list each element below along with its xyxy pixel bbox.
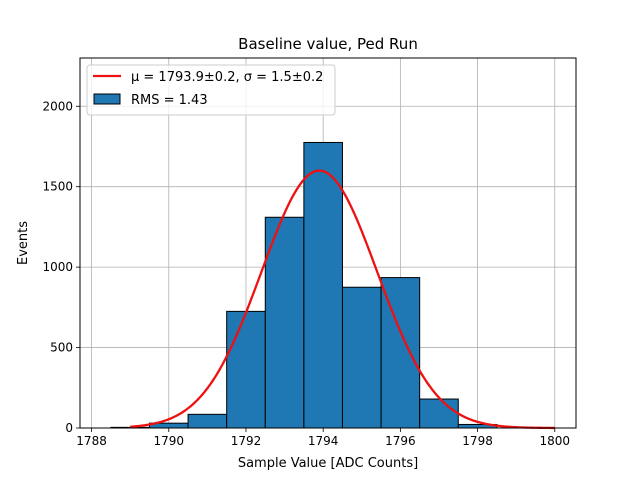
axes-frame (79, 57, 577, 429)
x-tick-label: 1794 (308, 434, 339, 448)
legend-histogram-swatch (93, 93, 121, 105)
y-tick-label: 500 (50, 341, 73, 355)
legend-histogram-label: RMS = 1.43 (131, 93, 208, 108)
histogram-bar (419, 398, 459, 429)
gaussian-fit-curve (130, 169, 555, 430)
axis-ticks: 1788 1790 1792 1794 1796 1798 1800 0 500 1000 1500… (42, 99, 570, 448)
histogram-bar (341, 286, 382, 429)
histogram-bar (226, 310, 266, 429)
legend-fit-label: μ = 1793.9±0.2, σ = 1.5±0.2 (131, 70, 323, 85)
x-tick-label: 1796 (385, 434, 416, 448)
chart-title: Baseline value, Ped Run (238, 35, 418, 53)
y-axis-title: Events (16, 221, 31, 265)
histogram-bar (380, 277, 421, 429)
x-tick-label: 1800 (539, 434, 570, 448)
histogram-bar (303, 141, 343, 429)
histogram-bars (110, 141, 498, 429)
x-tick-label: 1790 (154, 434, 185, 448)
y-tick-label: 1500 (42, 180, 73, 194)
x-axis-title: Sample Value [ADC Counts] (238, 456, 418, 471)
x-tick-label: 1792 (231, 434, 262, 448)
histogram-bar (264, 216, 305, 429)
y-tick-label: 0 (65, 421, 73, 435)
y-tick-label: 2000 (42, 99, 73, 113)
x-tick-label: 1798 (462, 434, 493, 448)
legend-box (86, 64, 336, 116)
x-tick-label: 1788 (76, 434, 107, 448)
legend: μ = 1793.9±0.2, σ = 1.5±0.2 RMS = 1.43 (86, 64, 336, 116)
histogram-bar (187, 413, 228, 429)
fit-layer (130, 169, 555, 430)
y-tick-label: 1000 (42, 260, 73, 274)
